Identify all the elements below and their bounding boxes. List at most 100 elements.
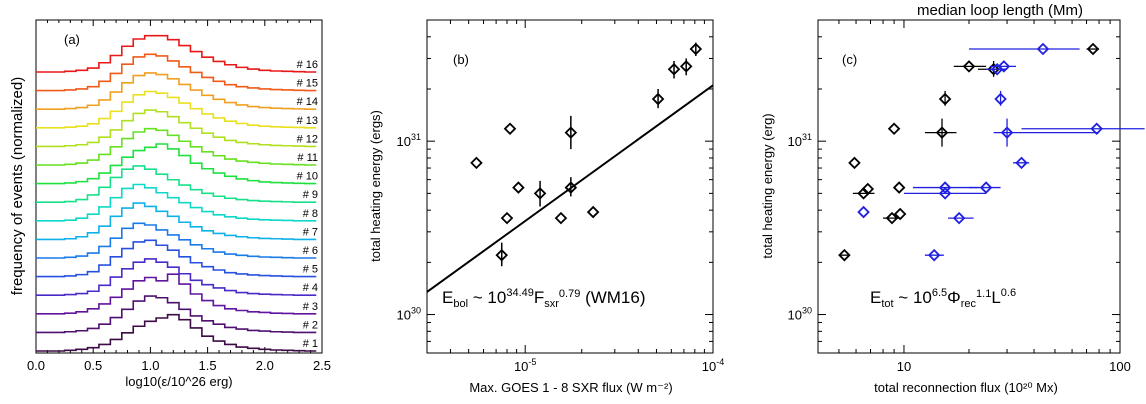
data-point bbox=[857, 205, 870, 219]
panel-b-fit bbox=[426, 84, 714, 293]
data-point bbox=[892, 181, 906, 194]
data-point bbox=[564, 181, 578, 194]
data-point bbox=[470, 156, 483, 170]
x-tick-label: 2.0 bbox=[256, 358, 274, 373]
data-point bbox=[1015, 156, 1028, 170]
data-point bbox=[838, 248, 851, 262]
series-label: # 8 bbox=[303, 208, 318, 220]
data-point bbox=[938, 92, 952, 106]
panel-b-label: (b) bbox=[453, 52, 469, 67]
series-label: # 10 bbox=[297, 171, 318, 183]
panel-a-xlabel: log10(ε/10^26 erg) bbox=[125, 374, 232, 389]
x-tick-label: 2.5 bbox=[313, 358, 331, 373]
data-point bbox=[533, 187, 547, 200]
data-point bbox=[885, 211, 899, 225]
histogram-series bbox=[36, 72, 317, 110]
histogram-series bbox=[36, 143, 317, 185]
panel-c: median loop length (Mm) (c) total reconn… bbox=[760, 2, 1145, 395]
x-tick-label: 0.5 bbox=[84, 358, 102, 373]
histogram-series bbox=[36, 109, 317, 148]
panel-b-ylabel: total heating energy (ergs) bbox=[368, 110, 383, 262]
panel-c-xlabel: total reconnection flux (10²⁰ Mx) bbox=[874, 380, 1058, 395]
data-point bbox=[938, 187, 952, 200]
histogram-series bbox=[36, 183, 317, 222]
data-point bbox=[1036, 42, 1050, 56]
panel-c-top-label: median loop length (Mm) bbox=[917, 2, 1083, 19]
histogram-series bbox=[36, 273, 317, 315]
series-label: # 7 bbox=[303, 226, 318, 238]
x-tick-label: 1.5 bbox=[199, 358, 217, 373]
x-tick-label: 10-4 bbox=[702, 357, 724, 374]
panel-a-ticks: 0.0 0.5 1.0 1.5 2.0 2.5 bbox=[27, 20, 331, 373]
data-point bbox=[927, 248, 941, 262]
panel-b-ticks: 10-5 10-4 1030 1031 bbox=[397, 19, 724, 374]
data-point bbox=[952, 211, 966, 225]
series-label: # 12 bbox=[297, 133, 318, 145]
histogram-series bbox=[36, 90, 317, 129]
data-point bbox=[962, 60, 976, 73]
series-label: # 15 bbox=[297, 78, 318, 90]
histogram-series bbox=[36, 313, 317, 352]
series-label: # 11 bbox=[297, 152, 318, 164]
y-tick-label: 1030 bbox=[788, 306, 812, 323]
panel-b: (b) Max. GOES 1 - 8 SXR flux (W m⁻²) tot… bbox=[368, 19, 724, 395]
data-point bbox=[1000, 126, 1014, 139]
data-point bbox=[979, 181, 993, 194]
x-tick-label: 1.0 bbox=[141, 358, 159, 373]
panel-c-points bbox=[838, 42, 1145, 262]
series-label: # 4 bbox=[303, 282, 318, 294]
data-point bbox=[997, 60, 1011, 73]
series-label: # 16 bbox=[297, 59, 318, 71]
data-point bbox=[857, 187, 870, 200]
series-label: # 1 bbox=[303, 338, 318, 350]
data-point bbox=[887, 122, 901, 135]
series-label: # 9 bbox=[303, 189, 318, 201]
panel-b-points bbox=[470, 42, 703, 267]
panel-a-ylabel: frequency of events (normalized) bbox=[9, 77, 26, 295]
data-point bbox=[893, 207, 907, 221]
panel-c-label: (c) bbox=[842, 52, 857, 67]
data-point bbox=[987, 62, 1000, 76]
x-tick-label: 10 bbox=[897, 359, 911, 374]
panel-c-ticks: 10 100 1030 1031 bbox=[788, 19, 1131, 374]
panel-c-ylabel: total heating energy (erg) bbox=[760, 113, 775, 258]
series-label: # 2 bbox=[303, 319, 318, 331]
series-label: # 3 bbox=[303, 301, 318, 313]
panel-b-frame bbox=[426, 19, 714, 354]
data-point bbox=[1086, 42, 1100, 56]
panel-a-frame bbox=[35, 19, 323, 354]
data-point bbox=[667, 62, 681, 76]
panel-b-annotation: Ebol ~ 1034.49Fsxr0.79 (WM16) bbox=[442, 287, 646, 310]
data-point bbox=[495, 248, 509, 262]
histogram-series bbox=[36, 202, 317, 241]
panel-a-label: (a) bbox=[64, 32, 80, 47]
histogram-series bbox=[36, 258, 317, 296]
x-tick-label: 10-5 bbox=[514, 357, 536, 374]
data-point bbox=[994, 92, 1007, 106]
data-point bbox=[512, 181, 525, 194]
x-tick-label: 0.0 bbox=[27, 358, 45, 373]
data-point bbox=[935, 126, 949, 139]
histogram-series bbox=[36, 295, 317, 334]
panel-c-annotation: Etot ~ 106.5Φrec1.1L0.6 bbox=[870, 287, 1016, 310]
x-tick-label: 100 bbox=[1109, 359, 1131, 374]
y-tick-label: 1030 bbox=[397, 306, 421, 323]
panel-b-xlabel: Max. GOES 1 - 8 SXR flux (W m⁻²) bbox=[469, 380, 672, 395]
data-point bbox=[586, 205, 600, 219]
data-point bbox=[503, 122, 517, 135]
panel-a: (a) log10(ε/10^26 erg) frequency of even… bbox=[9, 19, 331, 389]
series-label: # 14 bbox=[297, 96, 318, 108]
data-point bbox=[500, 211, 514, 225]
histogram-series bbox=[36, 239, 317, 278]
data-point bbox=[1090, 122, 1103, 135]
data-point bbox=[564, 126, 578, 139]
y-tick-label: 1031 bbox=[788, 132, 812, 149]
data-point bbox=[938, 181, 952, 194]
series-label: # 6 bbox=[303, 245, 318, 257]
histogram-series bbox=[36, 34, 317, 73]
histogram-series bbox=[36, 222, 317, 259]
y-tick-label: 1031 bbox=[397, 132, 421, 149]
data-point bbox=[554, 211, 568, 225]
data-point bbox=[689, 42, 703, 56]
